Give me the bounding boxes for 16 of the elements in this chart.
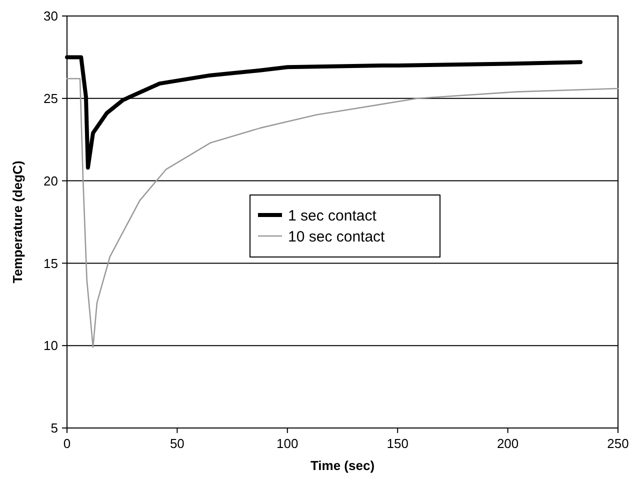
x-axis-title: Time (sec) — [310, 458, 375, 473]
x-tick-label: 150 — [386, 436, 408, 451]
x-tick-label: 250 — [607, 436, 629, 451]
x-tick-label: 200 — [496, 436, 519, 451]
y-tick-label: 5 — [50, 420, 58, 436]
x-tick-label: 50 — [170, 436, 184, 451]
y-tick-label: 20 — [44, 173, 58, 188]
y-axis-title: Temperature (degC) — [10, 160, 25, 284]
y-tick-label: 25 — [44, 90, 58, 106]
y-tick-label: 30 — [44, 8, 58, 24]
y-tick-label: 10 — [44, 338, 58, 354]
y-tick-label: 15 — [44, 256, 58, 271]
x-tick-label: 0 — [63, 436, 71, 451]
legend-label: 1 sec contact — [288, 207, 378, 224]
legend-label: 10 sec contact — [288, 228, 386, 246]
x-tick-label: 100 — [276, 436, 298, 451]
